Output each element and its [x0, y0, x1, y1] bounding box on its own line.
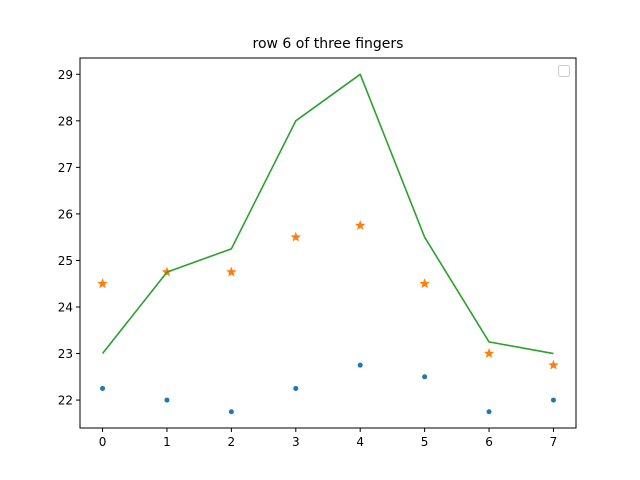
y-tick-label: 27 — [58, 161, 73, 175]
series-0-dot-point — [486, 409, 492, 415]
series-1-star-point — [97, 278, 108, 289]
legend-box — [558, 65, 570, 77]
x-tick-label: 2 — [228, 435, 236, 449]
y-tick-label: 28 — [58, 114, 73, 128]
axes-frame — [79, 57, 577, 429]
series-1-star-point — [355, 220, 366, 230]
y-tick-label: 23 — [58, 347, 73, 361]
series-1-star-point — [419, 278, 430, 289]
y-tick-label: 29 — [58, 68, 73, 82]
x-tick-label: 1 — [163, 435, 171, 449]
series-1-star-point — [483, 348, 495, 358]
y-tick-label: 26 — [58, 207, 73, 221]
series-0-dot-point — [422, 374, 428, 380]
x-axis: 0 1 2 3 4 5 6 7 — [99, 428, 558, 449]
series-0-dot-point — [164, 397, 170, 403]
x-tick-label: 6 — [485, 435, 493, 449]
x-tick-label: 3 — [292, 435, 300, 449]
series-1-star-point — [226, 266, 237, 277]
series-2-line — [101, 73, 554, 355]
y-tick-label: 25 — [58, 254, 73, 268]
y-tick-label: 24 — [58, 300, 73, 314]
x-tick-label: 0 — [99, 435, 107, 449]
series-0-dot-point — [550, 397, 556, 403]
y-axis: 22 23 24 25 26 27 28 29 — [58, 68, 80, 408]
series-1-star-point — [290, 231, 301, 242]
series-0-dot-point — [357, 362, 363, 368]
series-0-dot-point — [293, 385, 299, 391]
series-0-dot-point — [228, 409, 234, 415]
chart-title: row 6 of three fingers — [253, 36, 404, 52]
x-tick-label: 5 — [421, 435, 429, 449]
series-1-star-point — [548, 359, 559, 370]
x-tick-label: 4 — [356, 435, 364, 449]
series-0-dot-point — [100, 385, 106, 391]
x-tick-label: 7 — [550, 435, 558, 449]
plot-area — [97, 73, 559, 415]
y-tick-label: 22 — [58, 394, 73, 408]
